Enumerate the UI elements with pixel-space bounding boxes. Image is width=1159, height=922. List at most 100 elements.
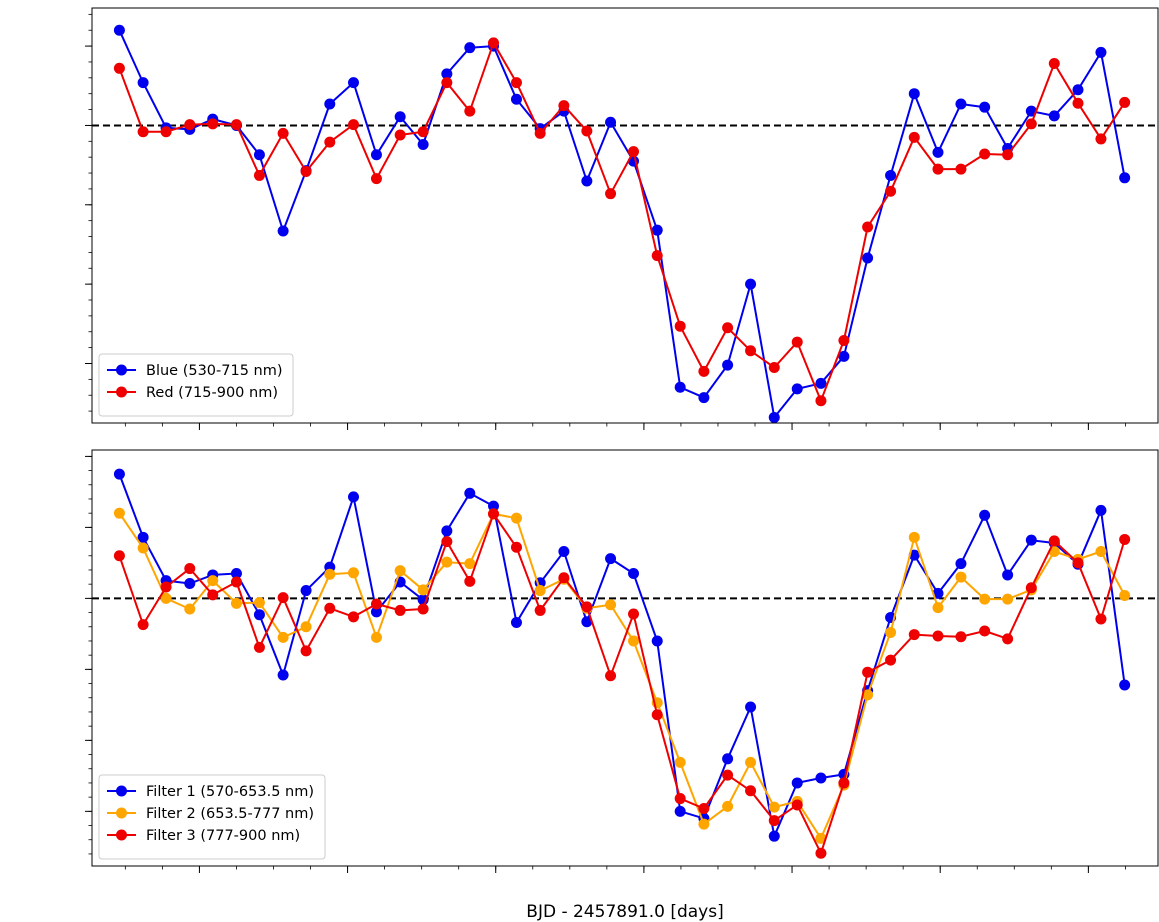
series-line [118, 473, 1126, 838]
series-line [118, 41, 1126, 402]
data-point [184, 603, 196, 615]
data-point [932, 602, 944, 614]
data-point [464, 42, 476, 54]
data-point [207, 575, 219, 587]
data-point [441, 556, 453, 568]
data-point [862, 666, 874, 678]
data-point [651, 224, 663, 236]
data-point [300, 621, 312, 633]
data-point [277, 592, 289, 604]
data-point [137, 619, 149, 631]
data-point [885, 654, 897, 666]
data-point [955, 163, 967, 175]
data-point [932, 630, 944, 642]
data-point [370, 631, 382, 643]
x-axis-label: BJD - 2457891.0 [days] [526, 902, 723, 922]
data-point [908, 531, 920, 543]
data-point [464, 558, 476, 570]
data-point [1095, 613, 1107, 625]
data-point [370, 149, 382, 161]
data-point [908, 88, 920, 100]
data-point [510, 93, 522, 105]
series-2 [113, 507, 1131, 844]
data-point [955, 631, 967, 643]
data-point [791, 799, 803, 811]
legend: Filter 1 (570-653.5 nm) Filter 2 (653.5-7… [98, 774, 326, 860]
data-point [370, 173, 382, 185]
data-point [230, 568, 242, 580]
data-point [768, 801, 780, 813]
data-point [979, 148, 991, 160]
data-point [791, 777, 803, 789]
data-point [160, 126, 172, 138]
data-point [510, 512, 522, 524]
plot-frame [91, 7, 1159, 424]
data-point [815, 772, 827, 784]
data-point [745, 785, 757, 797]
data-point [838, 334, 850, 346]
data-point [862, 252, 874, 264]
data-point [1095, 46, 1107, 58]
data-point [160, 592, 172, 604]
data-point [558, 546, 570, 558]
data-point [674, 805, 686, 817]
data-point [908, 131, 920, 143]
data-point [1002, 593, 1014, 605]
data-point [1002, 569, 1014, 581]
data-point [932, 146, 944, 158]
data-point [253, 609, 265, 621]
top-panel: Blue (530-715 nm) Red (715-900 nm) [85, 7, 1159, 430]
data-point [277, 631, 289, 643]
bottom-panel: Filter 1 (570-653.5 nm) Filter 2 (653.5-7… [85, 449, 1159, 873]
data-point [791, 336, 803, 348]
data-point [137, 531, 149, 543]
data-point [207, 589, 219, 601]
data-point [628, 608, 640, 620]
series-1 [113, 468, 1131, 842]
data-point [768, 411, 780, 423]
data-point [207, 118, 219, 130]
data-point [394, 565, 406, 577]
legend: Blue (530-715 nm) Red (715-900 nm) [98, 353, 294, 417]
data-point [674, 756, 686, 768]
data-point [674, 381, 686, 393]
plot-frame [91, 449, 1159, 867]
data-point [605, 553, 617, 565]
data-point [277, 669, 289, 681]
data-point [745, 756, 757, 768]
data-point [347, 611, 359, 623]
data-point [979, 101, 991, 113]
data-point [370, 598, 382, 610]
data-point [417, 603, 429, 615]
data-point [184, 119, 196, 131]
data-point [862, 689, 874, 701]
data-point [605, 670, 617, 682]
data-point [488, 500, 500, 512]
data-point [558, 572, 570, 584]
data-point [1025, 582, 1037, 594]
data-point [815, 832, 827, 844]
data-point [137, 77, 149, 89]
data-point [347, 119, 359, 131]
legend-label: Blue (530-715 nm) [146, 363, 283, 379]
data-point [1048, 535, 1060, 547]
legend-label: Filter 2 (653.5-777 nm) [146, 806, 314, 822]
data-point [488, 508, 500, 520]
data-point [581, 175, 593, 187]
data-point [722, 359, 734, 371]
data-point [955, 571, 967, 583]
data-point [698, 392, 710, 404]
legend-box [98, 353, 294, 417]
data-point [417, 138, 429, 150]
data-point [230, 576, 242, 588]
data-point [253, 149, 265, 161]
data-point [955, 558, 967, 570]
legend-marker [116, 807, 127, 819]
data-point [745, 701, 757, 713]
data-point [815, 377, 827, 389]
data-point [113, 62, 125, 74]
data-point [1072, 84, 1084, 96]
data-point [1119, 533, 1131, 545]
data-point [300, 585, 312, 597]
